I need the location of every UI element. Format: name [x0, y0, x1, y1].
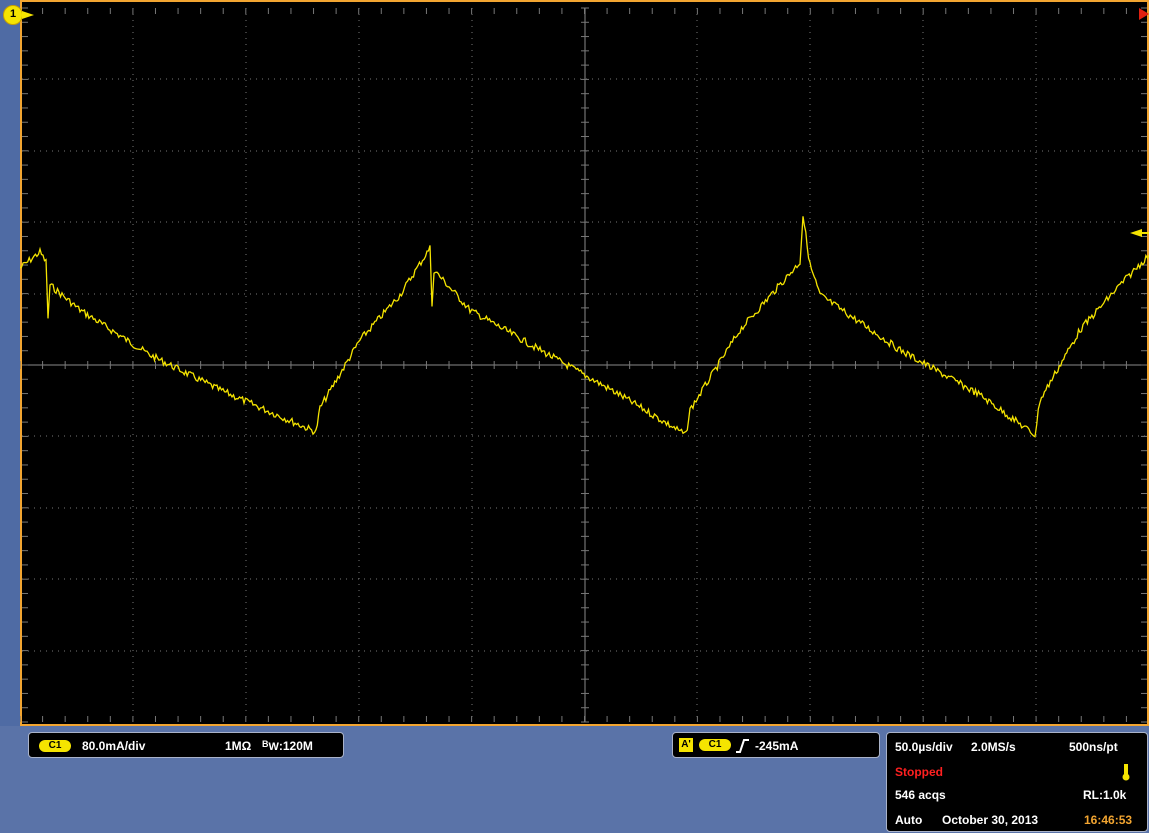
- graticule-ticks: [20, 7, 1147, 723]
- channel-1-marker[interactable]: 1: [3, 5, 23, 25]
- thermometer-icon: [1122, 764, 1130, 781]
- time-resolution: 500ns/pt: [1069, 740, 1118, 754]
- graticule: [22, 8, 1147, 722]
- time: 16:46:53: [1084, 813, 1133, 827]
- trigger-panel[interactable]: A' C1 -245mA: [672, 732, 880, 758]
- acquisition-status: Stopped: [895, 765, 943, 779]
- record-length: RL:1.0k: [1083, 788, 1127, 802]
- trigger-mode: Auto: [895, 813, 923, 827]
- channel-1-trace: [20, 216, 1149, 438]
- left-side-bar: [0, 0, 20, 833]
- acquisition-count: 546 acqs: [895, 788, 946, 802]
- timebase: 50.0µs/div: [895, 740, 953, 754]
- sample-rate: 2.0MS/s: [971, 740, 1016, 754]
- trigger-mode-badge: A': [679, 738, 693, 752]
- input-impedance: 1MΩ: [225, 739, 252, 753]
- rising-edge-icon: [736, 739, 749, 753]
- channel-panel[interactable]: C1 80.0mA/div 1MΩ BW:120M: [28, 732, 344, 758]
- channel-badge: C1: [39, 740, 71, 752]
- acquisition-panel[interactable]: 50.0µs/div 2.0MS/s 500ns/pt Stopped 546 …: [886, 732, 1148, 832]
- graticule-and-trace: [20, 7, 1149, 723]
- bandwidth-limit: BW:120M: [262, 739, 313, 753]
- date: October 30, 2013: [942, 813, 1039, 827]
- trigger-source-badge: C1: [699, 739, 731, 751]
- trigger-position-arrow-icon: [1139, 8, 1149, 20]
- ground-arrow-icon: [22, 11, 34, 19]
- channel-1-marker-label: 1: [9, 8, 17, 20]
- trigger-level: -245mA: [755, 739, 799, 753]
- vertical-scale: 80.0mA/div: [82, 739, 146, 753]
- trigger-level-arrow-icon: [1130, 229, 1142, 237]
